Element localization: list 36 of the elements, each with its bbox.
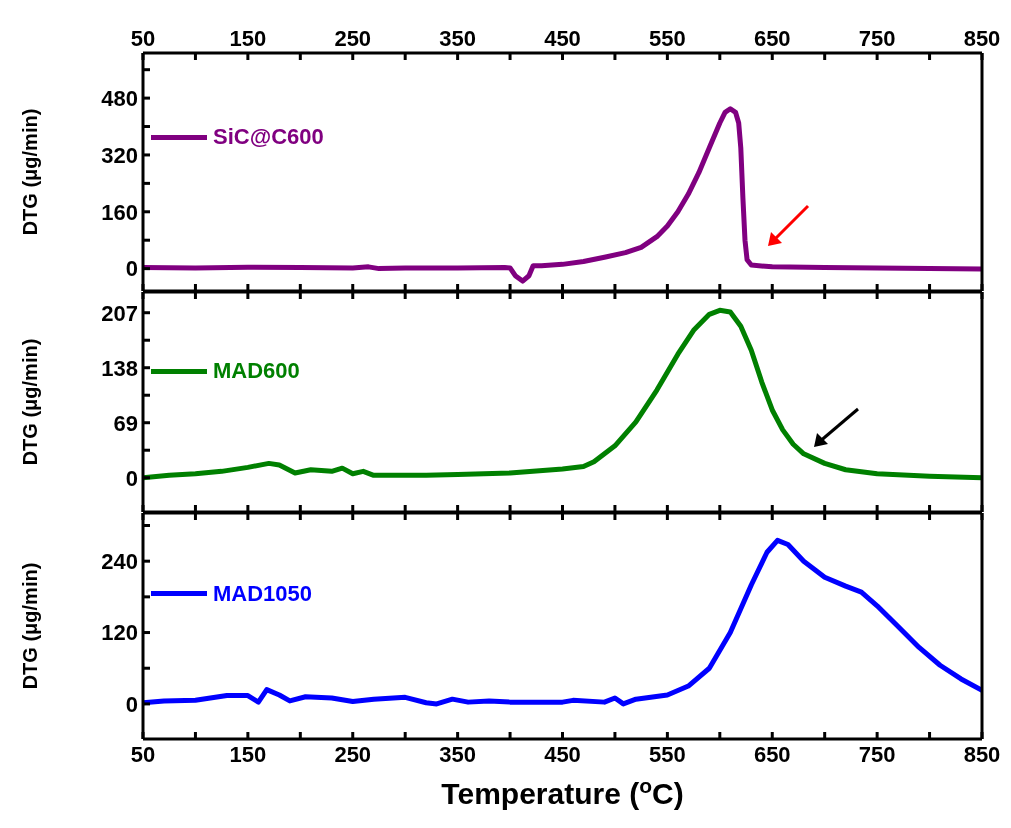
x2-tick-label: 450 — [544, 26, 581, 51]
y-tick-label: 0 — [125, 465, 138, 491]
x-axis-title: Temperature ($^{o}$C) — [441, 773, 684, 810]
x-tick-label: 50 — [130, 741, 156, 767]
x-tick-label: 650 — [753, 741, 791, 767]
x2-tick-label: 750 — [858, 26, 896, 51]
x2-tick-label: 350 — [439, 26, 476, 51]
y-tick-label: 0 — [125, 256, 138, 282]
y-tick-label: 160 — [101, 199, 138, 225]
y-tick-label: 120 — [101, 620, 138, 646]
x-tick-label: 350 — [439, 741, 476, 767]
x2-tick-label: 50 — [130, 26, 156, 51]
x-tick-label: 750 — [858, 741, 896, 767]
legend-label: MAD600 — [213, 358, 300, 384]
x-tick-label: 250 — [334, 741, 372, 767]
y-tick-label: 480 — [101, 85, 138, 111]
legend-label: SiC@C600 — [213, 124, 324, 151]
y-axis-title: DTG (μg/min) — [19, 338, 42, 466]
y-tick-label: 0 — [125, 691, 138, 717]
x-tick-label: 450 — [544, 741, 581, 767]
legend-label: MAD1050 — [213, 580, 313, 607]
x-tick-label: 850 — [963, 741, 1001, 767]
x2-tick-label: 550 — [649, 26, 686, 51]
x-tick-label: 150 — [229, 741, 267, 767]
x2-tick-label: 850 — [963, 26, 1001, 51]
y-tick-label: 240 — [101, 548, 138, 574]
x2-tick-label: 150 — [229, 26, 267, 51]
y-tick-label: 138 — [101, 355, 138, 381]
x2-tick-label: 650 — [753, 26, 791, 51]
y-tick-label: 69 — [113, 410, 138, 436]
x-tick-label: 550 — [649, 741, 686, 767]
x2-tick-label: 250 — [334, 26, 372, 51]
y-axis-title: DTG (μg/min) — [19, 108, 42, 236]
y-tick-label: 320 — [101, 142, 138, 168]
y-tick-label: 207 — [101, 300, 138, 326]
y-axis-title: DTG (μg/min) — [19, 562, 42, 690]
